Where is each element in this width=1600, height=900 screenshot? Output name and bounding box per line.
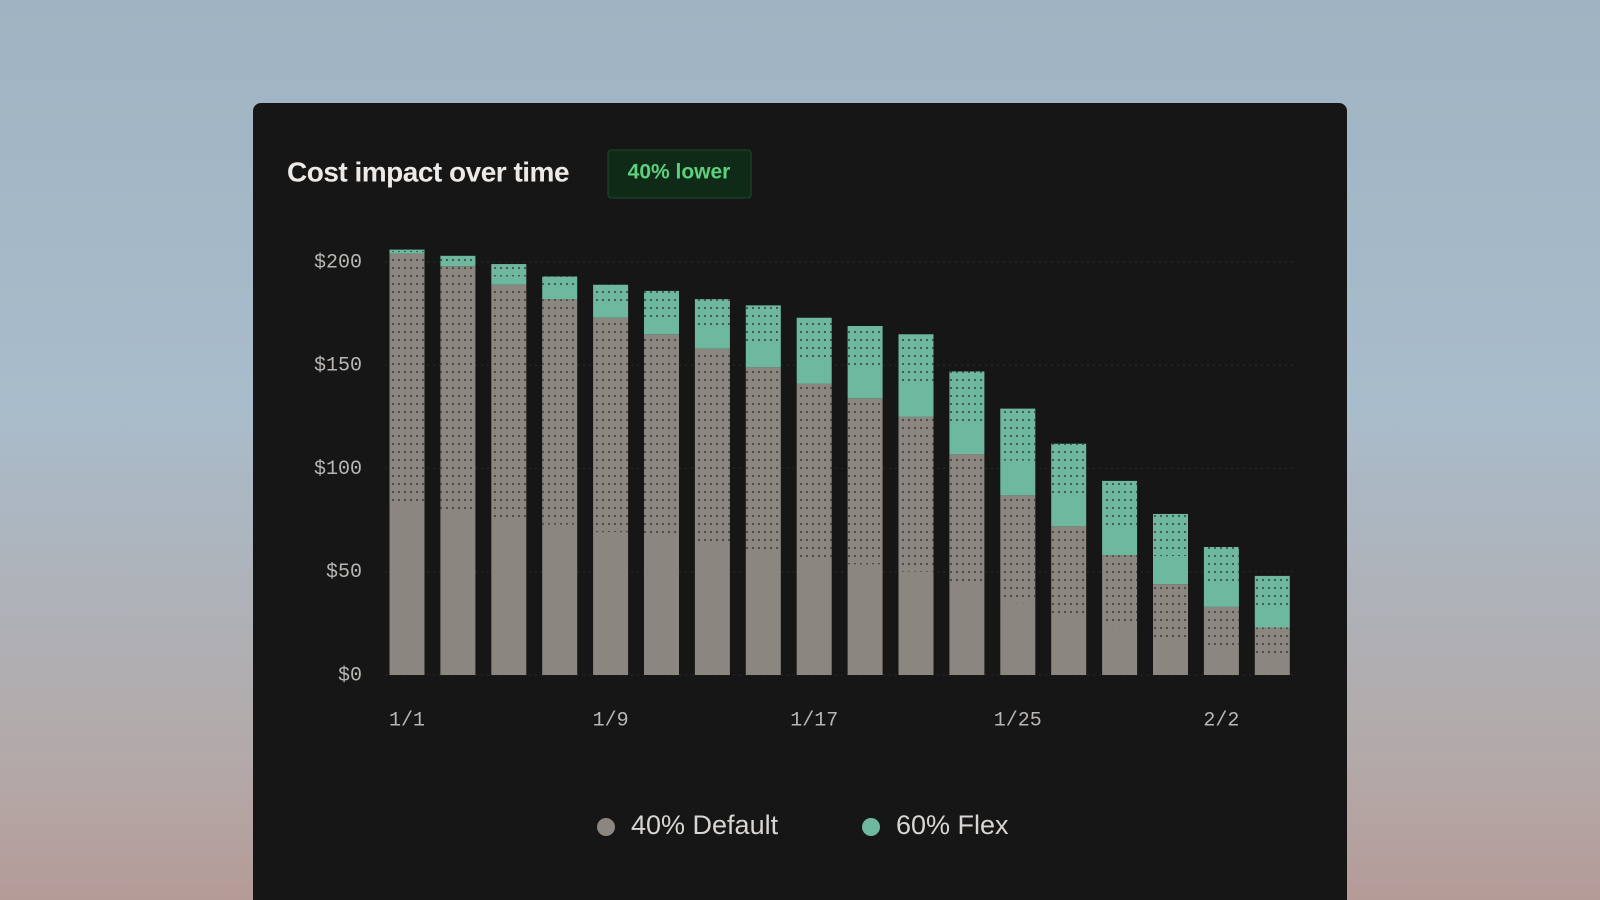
badge-text: 40% lower: [628, 161, 731, 184]
bar-texture: [847, 398, 883, 565]
bar-texture: [593, 317, 629, 533]
y-tick-label: $50: [326, 561, 362, 584]
bar-texture: [542, 299, 578, 525]
bar-texture: [745, 367, 781, 552]
bar-texture: [1153, 513, 1188, 557]
bar-texture: [1000, 408, 1036, 461]
bar-texture: [847, 326, 883, 370]
legend-marker: [597, 818, 615, 836]
bar-texture: [898, 416, 934, 572]
badge: [607, 149, 752, 199]
bar-texture: [491, 264, 527, 277]
bar-texture: [1000, 495, 1036, 604]
x-tick-label: 1/9: [593, 709, 629, 732]
bar-texture: [898, 334, 934, 384]
legend-marker: [862, 818, 880, 836]
x-tick-label: 1/1: [389, 709, 425, 732]
x-tick-label: 2/2: [1203, 709, 1239, 732]
bar-texture: [1051, 526, 1087, 616]
bar-texture: [694, 348, 730, 545]
bar-texture: [644, 290, 679, 317]
y-tick-label: $200: [314, 251, 362, 274]
bar-texture: [796, 317, 832, 358]
bar-texture: [1153, 584, 1188, 639]
legend-label: 40% Default: [631, 810, 779, 840]
y-tick-label: $100: [314, 458, 362, 481]
bar-texture: [1254, 575, 1290, 607]
bar-texture: [389, 253, 425, 507]
bar-texture: [1254, 627, 1290, 657]
bar-texture: [1203, 546, 1239, 583]
bar-texture: [491, 284, 527, 519]
chart-title: Cost impact over time: [287, 156, 569, 187]
bar-texture: [542, 276, 578, 291]
bar-texture: [694, 299, 730, 329]
bar-texture: [440, 255, 476, 262]
bar-texture: [593, 284, 629, 305]
y-tick-label: $150: [314, 355, 362, 378]
bar-texture: [949, 454, 985, 587]
bar-texture: [1102, 480, 1138, 526]
y-tick-label: $0: [338, 664, 362, 687]
bar-texture: [949, 371, 985, 422]
x-tick-label: 1/25: [994, 709, 1042, 732]
bar-texture: [796, 383, 832, 559]
bar-texture: [745, 305, 781, 343]
x-tick-label: 1/17: [790, 709, 838, 732]
bar-texture: [1102, 555, 1138, 628]
bar-texture: [644, 334, 679, 539]
bar-texture: [1203, 606, 1239, 648]
bar-texture: [440, 266, 476, 512]
bar-texture: [1051, 443, 1087, 494]
bar-texture: [389, 249, 425, 253]
legend-label: 60% Flex: [896, 810, 1009, 840]
